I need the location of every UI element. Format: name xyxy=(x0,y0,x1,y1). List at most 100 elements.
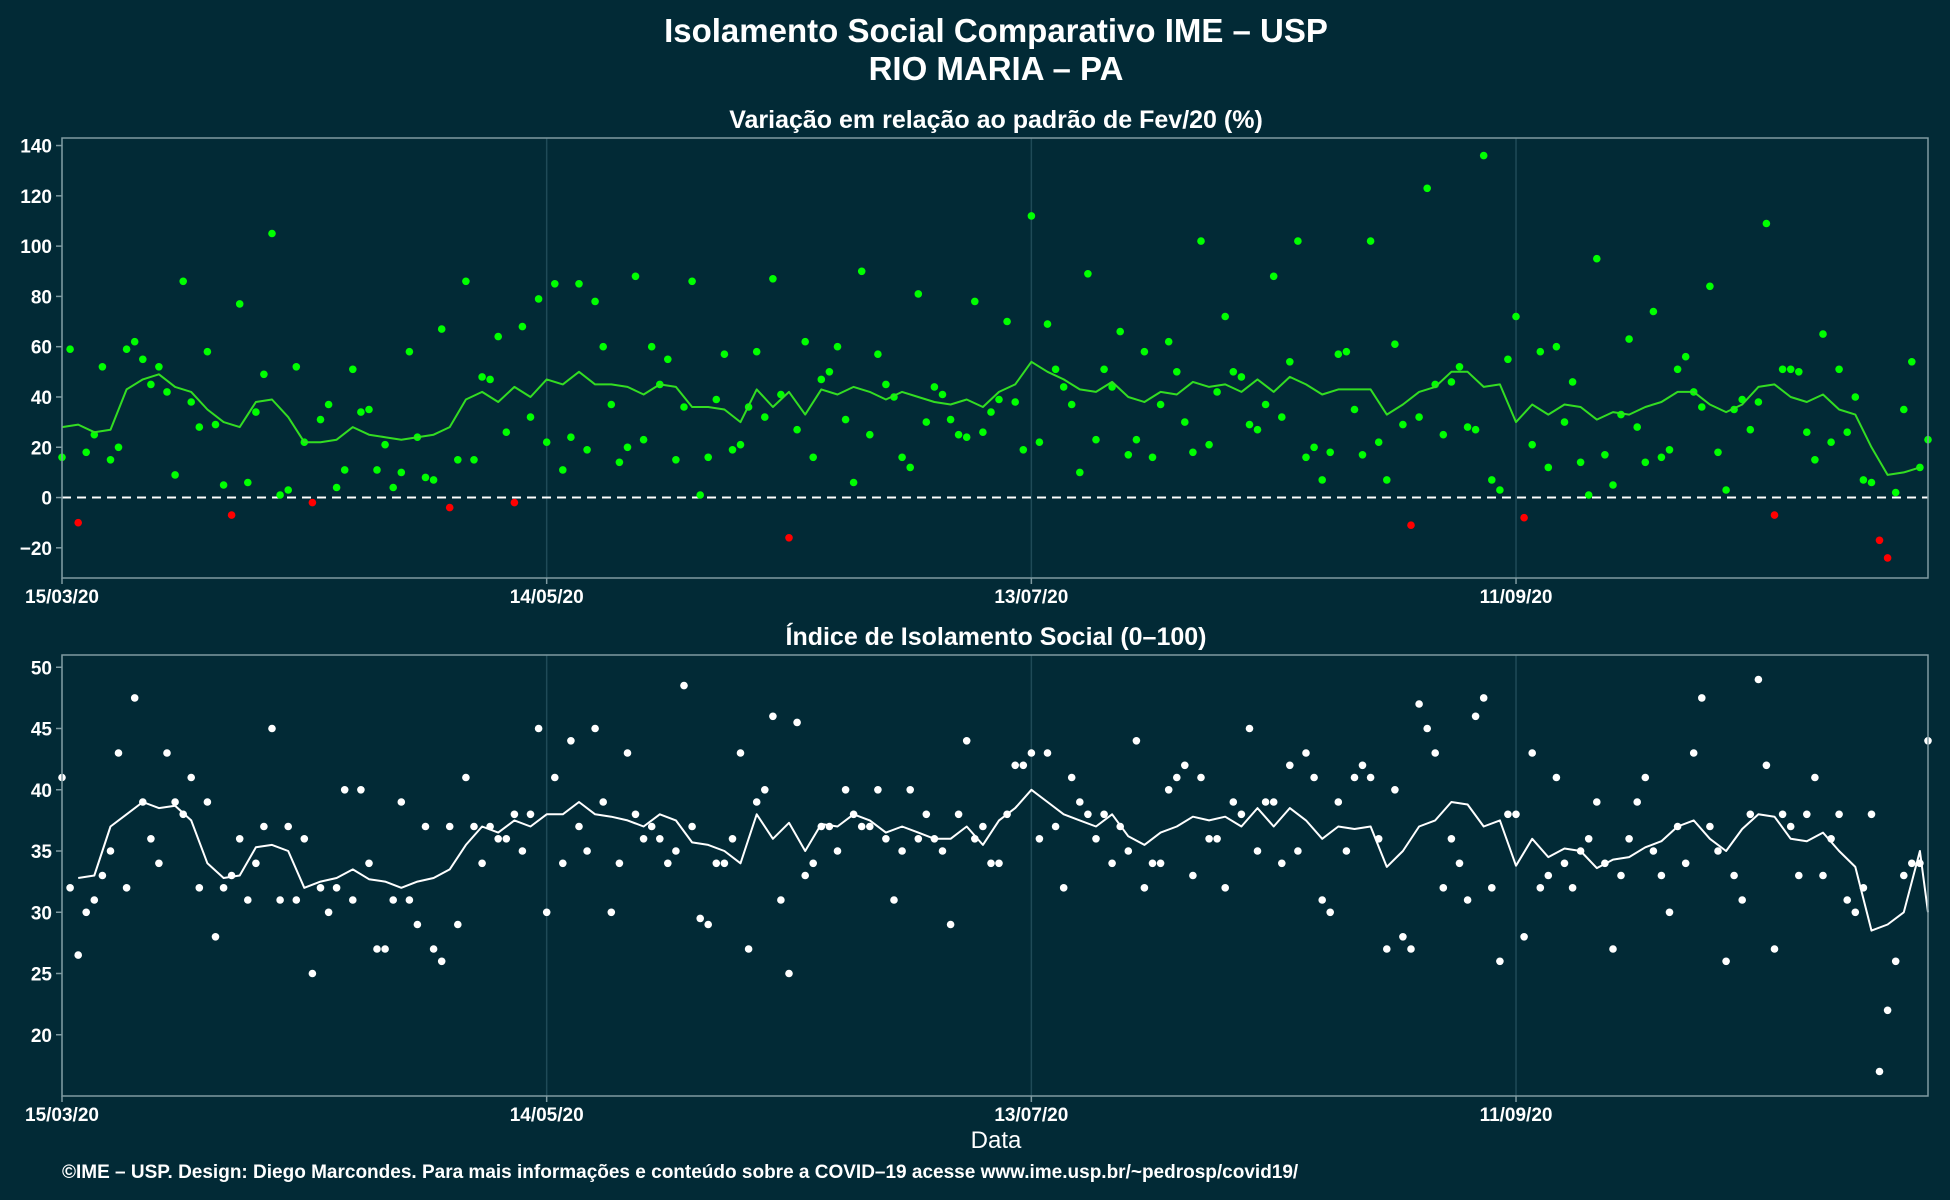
index-data-point xyxy=(874,786,882,794)
index-data-point xyxy=(1633,798,1641,806)
index-data-point xyxy=(1584,835,1593,843)
index-data-point xyxy=(1883,1006,1892,1015)
variation-data-point xyxy=(1148,453,1157,462)
index-data-point xyxy=(1867,810,1876,819)
index-data-point xyxy=(647,822,656,831)
variation-data-point xyxy=(664,355,672,364)
index-data-point xyxy=(171,798,179,806)
variation-data-point xyxy=(1593,254,1601,263)
variation-data-point xyxy=(219,481,228,489)
index-data-point xyxy=(1512,810,1520,819)
variation-data-point xyxy=(381,440,389,449)
variation-data-point xyxy=(1366,237,1375,245)
variation-data-point xyxy=(429,476,438,484)
index-data-point xyxy=(1762,761,1771,770)
variation-data-point xyxy=(979,428,987,437)
index-data-point xyxy=(1156,859,1165,868)
variation-data-point xyxy=(1576,458,1585,467)
index-data-point xyxy=(106,847,115,855)
index-data-point xyxy=(147,835,155,843)
variation-data-point xyxy=(882,380,890,389)
variation-data-point xyxy=(1633,423,1641,431)
variation-data-point xyxy=(1124,451,1133,459)
variation-data-point xyxy=(1245,420,1254,429)
variation-data-point xyxy=(171,471,179,479)
index-data-point xyxy=(1019,761,1028,770)
index-data-point xyxy=(1391,786,1399,794)
variation-data-point xyxy=(478,373,486,381)
variation-data-point xyxy=(672,456,680,464)
index-data-point xyxy=(1536,884,1545,892)
variation-data-point xyxy=(809,453,817,462)
index-y-tick-label-2: 30 xyxy=(31,903,52,924)
index-data-point xyxy=(995,859,1003,868)
variation-data-point xyxy=(1714,448,1722,457)
index-data-point xyxy=(785,969,793,978)
variation-data-point xyxy=(1835,365,1843,374)
variation-data-point xyxy=(1657,453,1666,462)
variation-chart-marks xyxy=(58,151,1932,562)
index-data-point xyxy=(1835,810,1843,819)
variation-data-point xyxy=(437,325,446,333)
index-data-point xyxy=(1496,957,1504,966)
variation-data-point xyxy=(1003,317,1011,326)
variation-data-point xyxy=(769,275,777,283)
index-data-point xyxy=(672,847,680,855)
variation-data-point xyxy=(938,390,947,399)
variation-data-point xyxy=(1067,400,1076,409)
variation-y-tick-label-8: 140 xyxy=(20,137,52,158)
index-data-point xyxy=(1520,933,1528,941)
index-data-point xyxy=(1132,737,1141,745)
variation-data-point xyxy=(252,408,260,416)
variation-data-point xyxy=(575,280,583,288)
index-data-point xyxy=(938,847,947,855)
variation-data-point xyxy=(284,486,293,494)
variation-data-point xyxy=(1641,458,1650,467)
index-data-point xyxy=(324,908,333,917)
variation-data-point xyxy=(559,466,567,474)
variation-data-point xyxy=(462,277,470,286)
index-data-point xyxy=(66,884,74,892)
variation-data-point xyxy=(542,438,551,447)
index-data-point xyxy=(1286,761,1294,770)
variation-data-point xyxy=(421,473,430,482)
index-data-point xyxy=(389,896,398,904)
index-y-tick-label-5: 45 xyxy=(31,720,53,741)
variation-data-point xyxy=(857,267,866,276)
variation-data-point xyxy=(1520,513,1528,522)
index-data-point xyxy=(211,933,220,941)
index-data-point xyxy=(357,786,365,794)
variation-data-point xyxy=(1084,270,1092,278)
index-data-point xyxy=(1278,859,1286,868)
index-data-point xyxy=(728,835,737,843)
variation-data-point xyxy=(1488,476,1496,484)
index-data-point xyxy=(1746,810,1755,819)
variation-data-point xyxy=(1746,425,1755,434)
variation-data-point xyxy=(1665,446,1674,454)
variation-data-point xyxy=(1625,335,1633,343)
variation-data-point xyxy=(486,375,494,384)
variation-data-point xyxy=(130,337,139,346)
variation-data-point xyxy=(1875,536,1884,545)
index-chart-title: Índice de Isolamento Social (0–100) xyxy=(786,622,1207,651)
variation-data-point xyxy=(1900,405,1908,414)
variation-data-point xyxy=(954,430,963,439)
variation-data-point xyxy=(987,408,995,416)
index-data-point xyxy=(744,945,753,953)
index-data-point xyxy=(599,798,607,806)
index-data-point xyxy=(1148,859,1157,868)
index-data-point xyxy=(470,822,478,831)
variation-data-point xyxy=(866,430,874,439)
variation-data-point xyxy=(1261,400,1270,409)
index-data-point xyxy=(1754,675,1763,684)
index-data-point xyxy=(769,712,777,721)
index-data-point xyxy=(235,835,244,843)
index-data-point xyxy=(187,773,195,782)
variation-data-point xyxy=(1722,486,1730,494)
index-data-point xyxy=(1803,810,1811,819)
index-data-point xyxy=(1891,957,1900,966)
variation-data-point xyxy=(1883,554,1892,562)
variation-data-point xyxy=(801,337,809,346)
index-data-point xyxy=(833,847,842,855)
index-data-point xyxy=(1843,896,1851,904)
